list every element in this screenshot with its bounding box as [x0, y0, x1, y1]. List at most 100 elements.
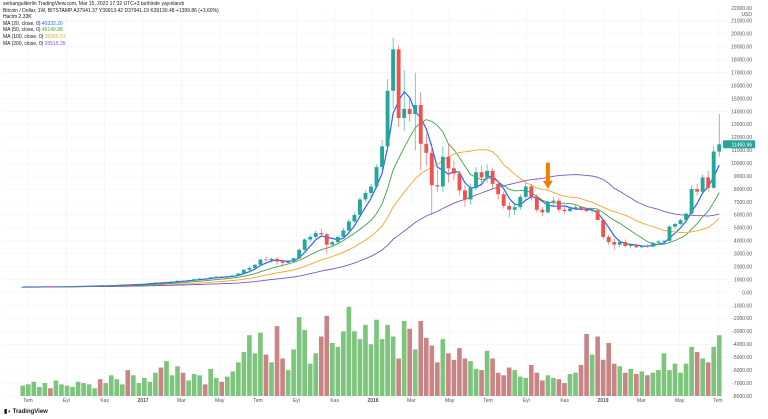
volume-bar [191, 374, 197, 396]
time-axis-label: Tem [253, 398, 262, 404]
volume-bar [501, 375, 506, 396]
price-axis-tick: 15000.00 [731, 96, 752, 102]
volume-bar [683, 363, 689, 396]
candle-body [291, 258, 296, 262]
candle-body [252, 264, 257, 268]
candle-body [53, 286, 58, 288]
volume-bar [357, 339, 363, 396]
candle-body [606, 236, 611, 243]
candle-body [601, 220, 606, 237]
candle-body [551, 200, 556, 202]
candle-body [534, 196, 539, 210]
volume-bar [97, 379, 103, 396]
volume-bar [169, 375, 175, 396]
candle-body [153, 282, 158, 284]
volume-bar [64, 385, 70, 396]
candle-body [385, 90, 390, 147]
candle-body [330, 242, 335, 245]
volume-bar [208, 368, 214, 396]
candle-body [374, 167, 379, 187]
volume-bar [202, 384, 208, 396]
volume-bar [528, 364, 534, 396]
volume-bar [70, 386, 75, 396]
candle-body [175, 280, 180, 282]
candle-body [678, 220, 683, 224]
candle-body [70, 286, 75, 288]
volume-bar [418, 320, 424, 396]
candle-body [711, 151, 716, 188]
candle-body [324, 234, 329, 245]
current-price-tag [723, 140, 755, 149]
volume-bar [512, 370, 518, 396]
time-axis-label: 2019 [597, 398, 608, 404]
candle-body [479, 172, 484, 178]
volume-bar [611, 363, 617, 396]
volume-legend[interactable]: Hacim 2.33K [3, 14, 32, 21]
volume-bar [622, 372, 628, 396]
volume-bar [562, 383, 567, 396]
candle-body [230, 275, 235, 277]
volume-bar [390, 336, 396, 396]
candle-body [474, 172, 478, 188]
price-axis-tick: 16000.00 [731, 83, 752, 89]
symbol-line[interactable]: Bitcoin / Dollar, 1W, BITSTAMP A37941.37… [3, 7, 219, 14]
candle-body [103, 285, 108, 287]
volume-bar [53, 380, 59, 396]
tradingview-logo-icon: ▮◖ [4, 409, 11, 415]
arrow-shaft [545, 162, 550, 181]
volume-bar [468, 361, 473, 396]
candle-body [584, 209, 589, 212]
candle-body [358, 199, 362, 215]
candle-body [302, 239, 307, 250]
volume-bar [335, 346, 341, 396]
candle-body [512, 207, 517, 210]
volume-bar [241, 352, 247, 396]
price-axis-tick: -3000.00 [732, 329, 752, 335]
candle-body [391, 49, 396, 91]
time-axis-label: Mar [177, 398, 186, 404]
candle-body [203, 278, 208, 280]
ma-20-legend[interactable]: MA (20, close, 0) 40332.20 [3, 20, 63, 27]
candle-body [236, 273, 241, 276]
volume-bar [142, 377, 147, 396]
time-axis-label: Kas [100, 398, 109, 404]
ma-200-legend[interactable]: MA (200, close, 0) 20515.35 [3, 40, 66, 47]
ma-100-legend[interactable]: MA (100, close, 0) 35965.51 [3, 33, 66, 40]
candle-body [463, 190, 467, 200]
candle-body [197, 278, 202, 280]
volume-bar [291, 349, 296, 396]
candle-body [258, 259, 263, 265]
candle-body [275, 258, 279, 262]
candle-body [380, 146, 384, 168]
volume-bar [540, 380, 545, 396]
price-axis-tick: 7000.00 [734, 200, 752, 206]
volume-bar [307, 363, 313, 396]
price-axis-tick: 5000.00 [734, 226, 752, 232]
candle-body [264, 259, 268, 261]
price-axis-tick: 12000.00 [731, 135, 752, 141]
volume-bar [37, 386, 42, 396]
price-axis-tick: 3000.00 [734, 252, 752, 258]
volume-bar [672, 363, 678, 396]
arrow-head [542, 180, 553, 189]
price-axis-tick: -2000.00 [732, 316, 752, 322]
candle-body [429, 152, 434, 186]
volume-bar [689, 346, 694, 396]
candle-body [109, 285, 114, 287]
volume-bar [551, 377, 556, 396]
ma-line-ma200 [22, 174, 720, 288]
volume-bar [302, 330, 307, 396]
volume-bar [236, 362, 241, 396]
volume-bar [440, 339, 446, 396]
volume-bar [462, 358, 468, 396]
volume-bar [280, 358, 285, 396]
ma-50-legend[interactable]: MA (50, close, 0) 46149.88 [3, 27, 63, 34]
time-axis[interactable]: Tem Eyl Kas 2017 Mar May Tem Eyl Kas 2018 Mar May Te… [23, 398, 722, 404]
price-axis-tick: -6000.00 [732, 368, 752, 374]
volume-bar [296, 317, 302, 396]
price-axis-tick: 13000.00 [731, 122, 752, 128]
volume-bar [457, 348, 462, 396]
volume-bar [274, 326, 280, 396]
